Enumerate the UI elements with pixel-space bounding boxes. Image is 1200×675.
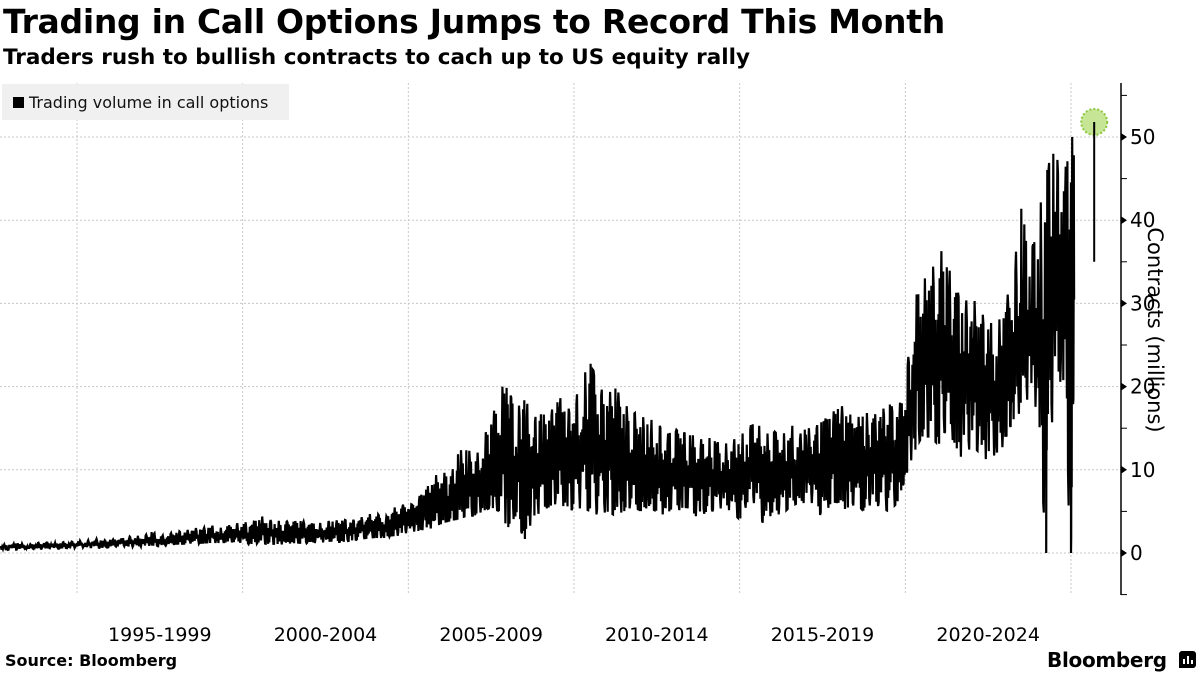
y-tick-label: 30 bbox=[1130, 291, 1155, 315]
legend-swatch-icon bbox=[13, 96, 24, 108]
source-note: Source: Bloomberg bbox=[5, 651, 178, 670]
chart-subtitle: Traders rush to bullish contracts to cac… bbox=[3, 45, 750, 70]
y-axis-title: Contracts (millions) bbox=[1143, 227, 1167, 433]
legend: Trading volume in call options bbox=[2, 84, 289, 120]
bloomberg-logo: Bloomberg bbox=[1047, 648, 1167, 672]
x-tick-label: 2005-2009 bbox=[439, 624, 543, 646]
y-tick-label: 0 bbox=[1130, 541, 1143, 565]
x-tick-label: 2020-2024 bbox=[936, 624, 1040, 646]
y-major-tick bbox=[1121, 465, 1127, 474]
y-major-tick bbox=[1121, 382, 1127, 391]
series-line bbox=[0, 136, 1076, 554]
y-axis: 0 10 20 30 40 50 bbox=[1120, 83, 1155, 596]
y-major-tick bbox=[1121, 549, 1127, 557]
x-axis-labels: 1995-1999 2000-2004 2005-2009 2010-2014 2015… bbox=[108, 624, 1040, 646]
y-major-tick bbox=[1121, 216, 1127, 225]
y-tick-label: 10 bbox=[1130, 458, 1155, 482]
y-major-tick bbox=[1121, 133, 1127, 141]
y-major-tick bbox=[1121, 299, 1127, 308]
y-tick-label: 20 bbox=[1130, 375, 1155, 399]
record-highlight bbox=[1080, 108, 1109, 262]
x-tick-label: 2015-2019 bbox=[771, 624, 875, 646]
series-volume bbox=[0, 136, 1076, 554]
x-tick-label: 2000-2004 bbox=[274, 624, 378, 646]
y-tick-label: 50 bbox=[1130, 125, 1155, 149]
bloomberg-chart-icon bbox=[1179, 651, 1196, 668]
y-tick-label: 40 bbox=[1130, 208, 1155, 232]
x-tick-label: 1995-1999 bbox=[108, 624, 212, 646]
chart-title: Trading in Call Options Jumps to Record … bbox=[3, 2, 945, 41]
x-tick-label: 2010-2014 bbox=[605, 624, 709, 646]
legend-label: Trading volume in call options bbox=[29, 92, 269, 112]
